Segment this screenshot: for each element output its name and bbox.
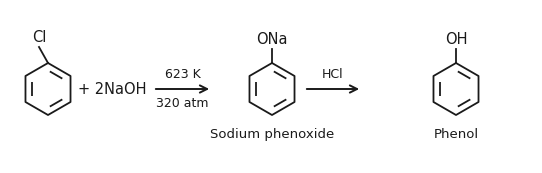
Text: HCl: HCl bbox=[322, 68, 344, 81]
Text: ONa: ONa bbox=[256, 32, 288, 47]
Text: OH: OH bbox=[445, 32, 467, 47]
Text: + 2NaOH: + 2NaOH bbox=[78, 81, 146, 97]
Text: Sodium phenoxide: Sodium phenoxide bbox=[210, 128, 334, 141]
Text: 320 atm: 320 atm bbox=[156, 97, 209, 110]
Text: Cl: Cl bbox=[32, 30, 46, 45]
Text: 623 K: 623 K bbox=[165, 68, 201, 81]
Text: Phenol: Phenol bbox=[434, 128, 479, 141]
